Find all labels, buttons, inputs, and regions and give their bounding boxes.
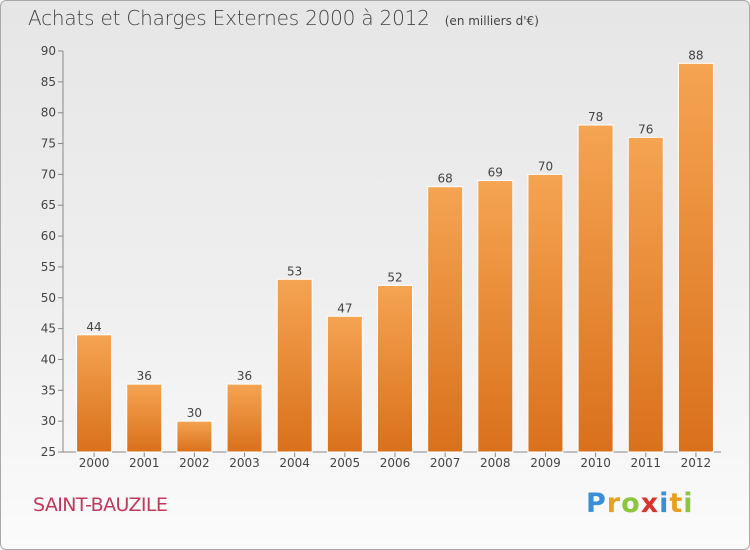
bar-2012 <box>677 62 714 453</box>
bar-2010 <box>577 124 614 453</box>
x-tick-label: 2001 <box>129 456 160 470</box>
x-tick-label: 2003 <box>229 456 260 470</box>
x-tick-label: 2005 <box>330 456 361 470</box>
y-tick-label: 45 <box>41 322 56 336</box>
title-text: Achats et Charges Externes 2000 à 2012 <box>28 6 430 30</box>
value-label: 88 <box>688 48 703 62</box>
x-tick-label: 2004 <box>279 456 310 470</box>
logo-letter-1: P <box>586 488 607 519</box>
data-labels: 44 36 30 36 53 47 52 68 69 70 78 76 88 <box>86 48 703 420</box>
bars <box>76 62 714 453</box>
x-tick-label: 2012 <box>681 456 712 470</box>
x-tick-label: 2000 <box>79 456 110 470</box>
value-label: 68 <box>438 172 453 186</box>
value-label: 36 <box>137 369 152 383</box>
logo-letter-2: r <box>606 488 622 519</box>
value-label: 69 <box>488 166 503 180</box>
value-label: 53 <box>287 264 302 278</box>
logo-letter-5: i <box>659 488 670 519</box>
bar-2004 <box>276 278 313 453</box>
x-tick-label: 2002 <box>179 456 210 470</box>
y-tick-label: 85 <box>41 75 56 89</box>
y-tick-label: 65 <box>41 198 56 212</box>
y-tick-label: 50 <box>41 291 56 305</box>
logo-letter-4: x <box>640 488 660 519</box>
bar-2007 <box>427 186 464 453</box>
bar-2001 <box>126 383 163 453</box>
value-label: 44 <box>86 320 101 334</box>
y-tick-label: 80 <box>41 106 56 120</box>
y-tick-label: 90 <box>41 44 56 58</box>
chart-title: Achats et Charges Externes 2000 à 2012 (… <box>28 6 539 30</box>
value-label: 30 <box>187 406 202 420</box>
x-tick-label: 2006 <box>380 456 411 470</box>
x-tick-label: 2011 <box>630 456 661 470</box>
value-label: 76 <box>638 122 653 136</box>
x-tick-label: 2010 <box>580 456 611 470</box>
x-tick-label: 2007 <box>430 456 461 470</box>
value-label: 36 <box>237 369 252 383</box>
bar-2002 <box>176 420 213 453</box>
commune-name: SAINT-BAUZILE <box>33 494 168 516</box>
y-tick-label: 40 <box>41 352 56 366</box>
x-tick-label: 2008 <box>480 456 511 470</box>
bar-2006 <box>377 284 413 453</box>
proxiti-logo[interactable]: Proxiti <box>586 488 694 519</box>
axes: 25 30 35 40 45 50 55 60 65 70 75 80 85 90 2000 2001 2002… <box>41 44 721 470</box>
bar-2000 <box>76 334 113 453</box>
value-label: 47 <box>337 301 352 315</box>
bar-2008 <box>477 180 514 453</box>
y-tick-label: 25 <box>41 445 56 459</box>
logo-letter-3: o <box>621 488 641 519</box>
y-tick-label: 70 <box>41 167 56 181</box>
value-label: 78 <box>588 110 603 124</box>
unit-text: (en milliers d'€) <box>444 14 539 28</box>
bar-2009 <box>527 173 564 453</box>
bar-2005 <box>326 315 363 453</box>
bar-2003 <box>226 383 263 453</box>
bar-2011 <box>627 136 664 453</box>
x-tick-label: 2009 <box>530 456 561 470</box>
y-tick-label: 75 <box>41 137 56 151</box>
y-tick-label: 55 <box>41 260 56 274</box>
value-label: 70 <box>538 159 553 173</box>
y-tick-label: 60 <box>41 229 56 243</box>
y-tick-label: 35 <box>41 383 56 397</box>
value-label: 52 <box>387 270 402 284</box>
logo-letter-7: i <box>683 488 694 519</box>
y-tick-label: 30 <box>41 414 56 428</box>
logo-letter-6: t <box>669 488 684 519</box>
